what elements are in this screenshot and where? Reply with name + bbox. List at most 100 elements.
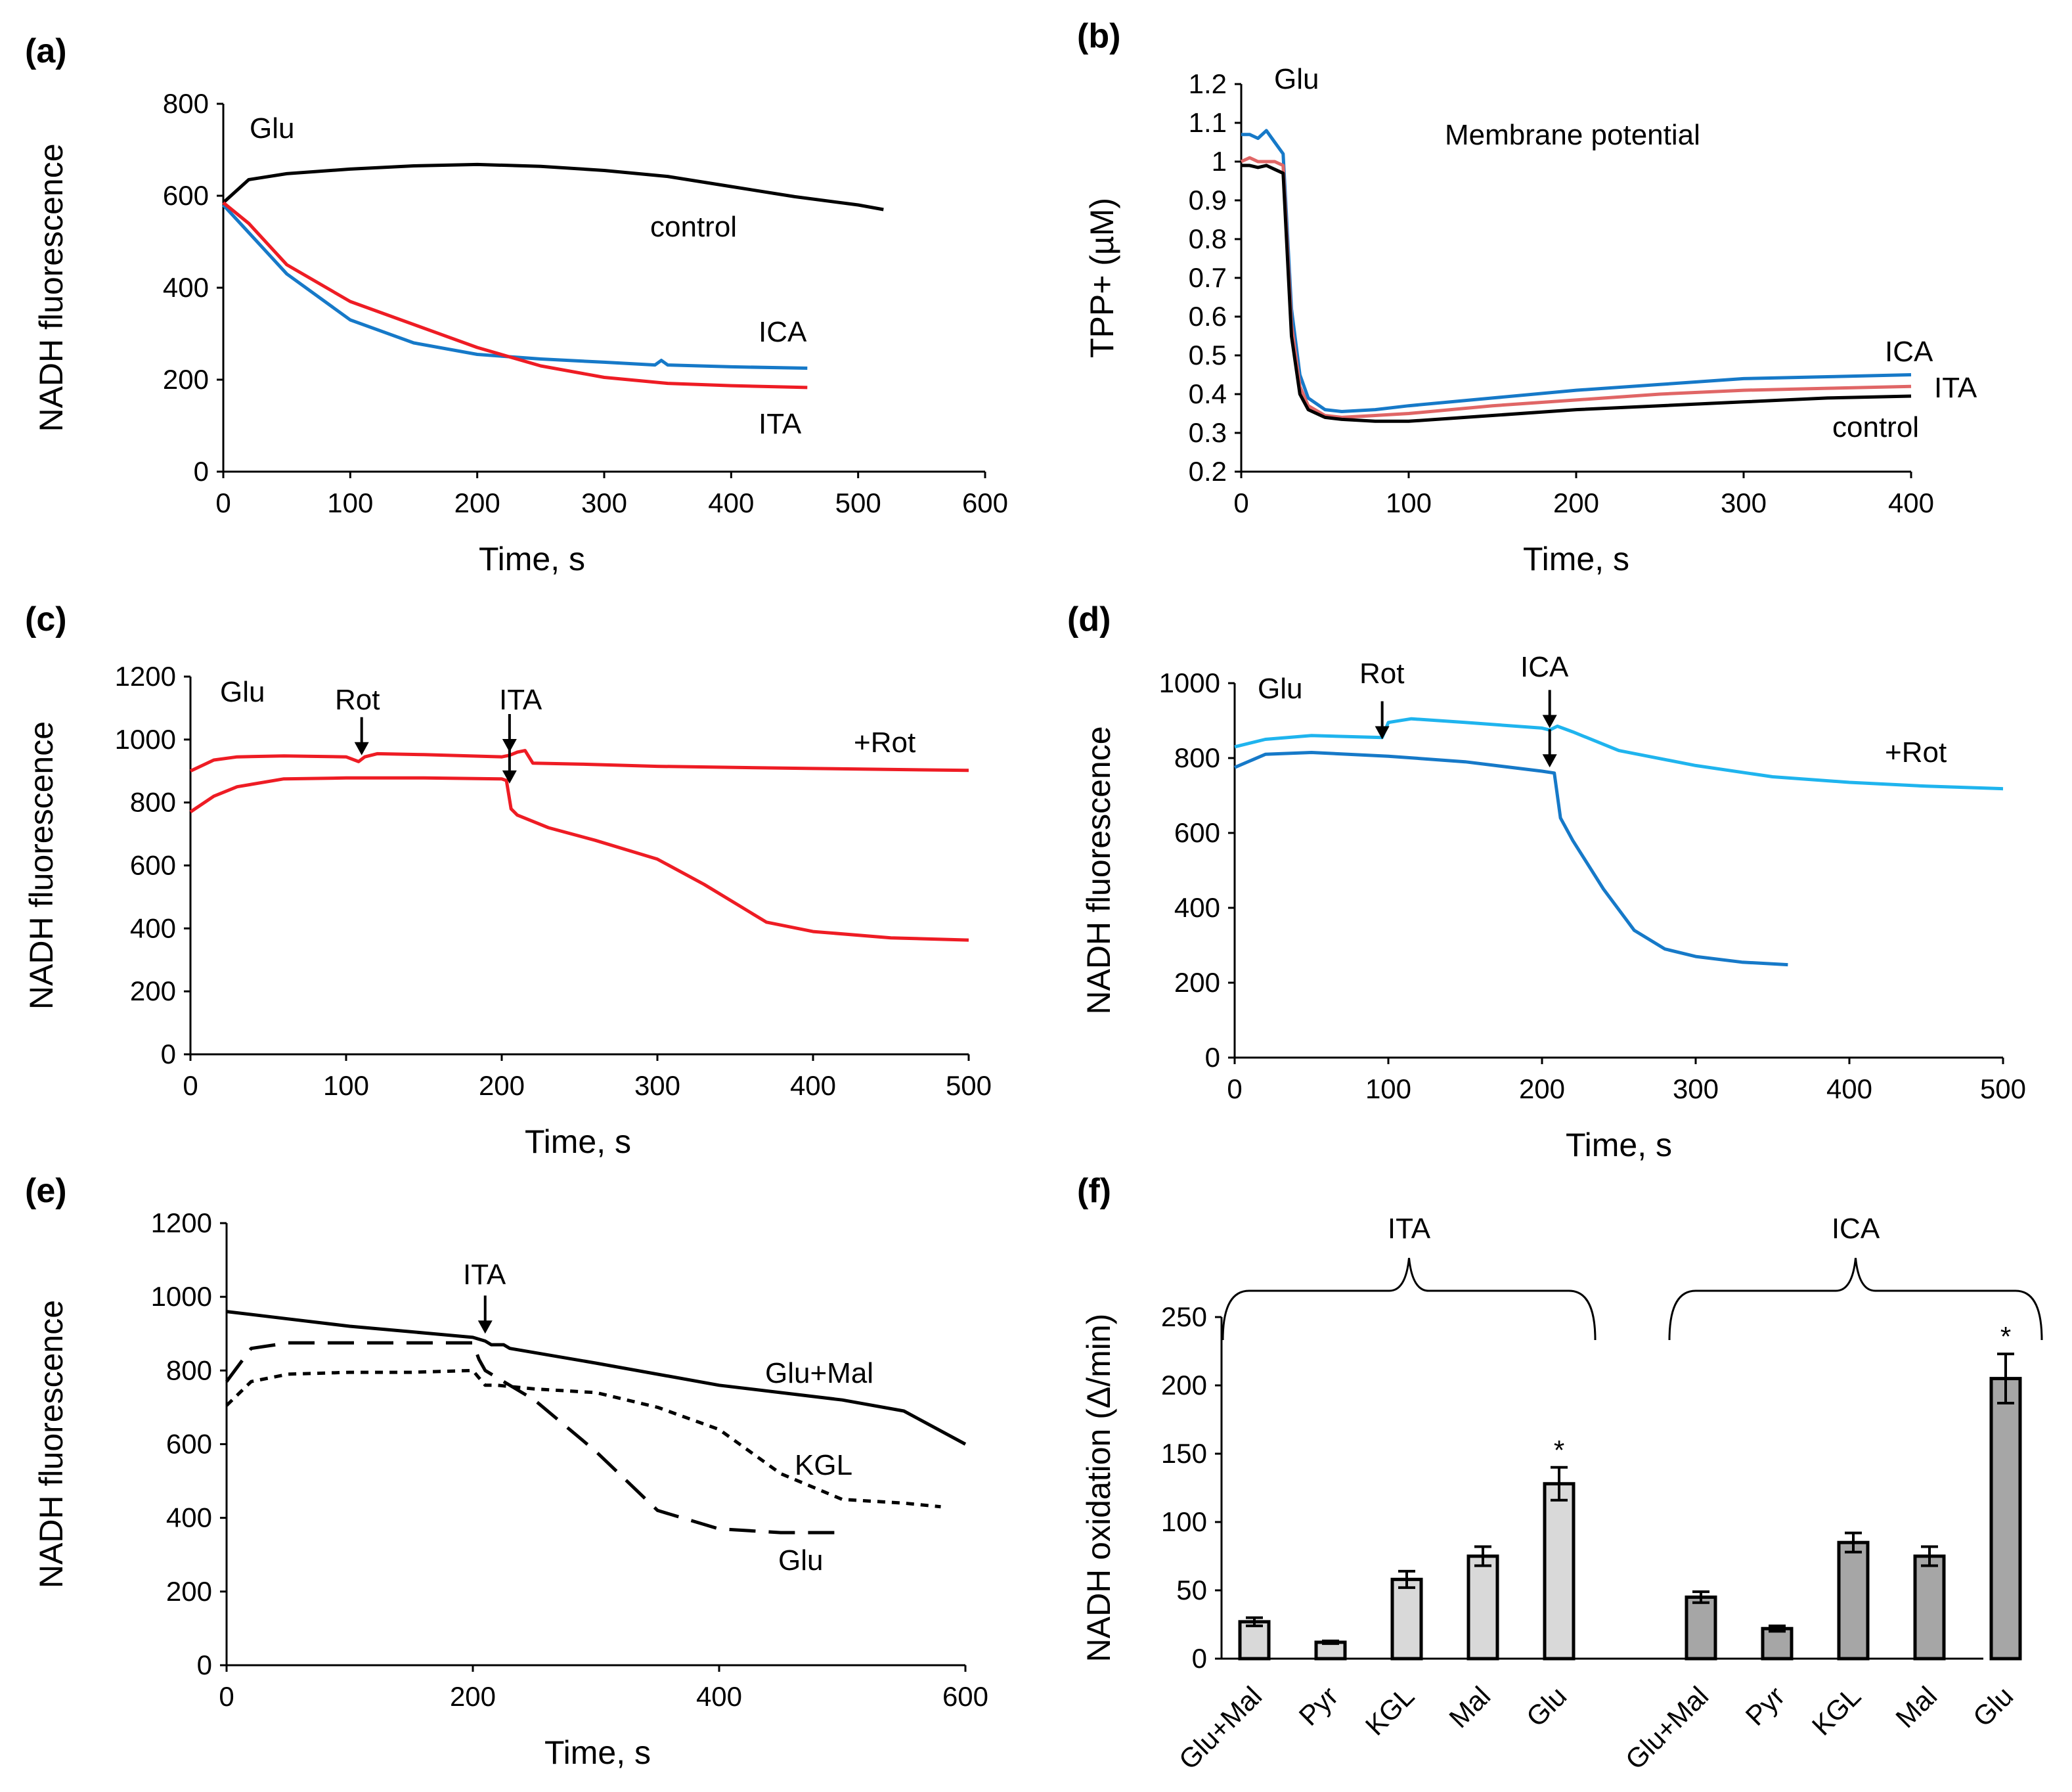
x-tick-label: 500 xyxy=(946,1070,992,1101)
x-tick-label: 400 xyxy=(1826,1073,1872,1104)
y-tick-label: 150 xyxy=(1161,1438,1207,1469)
x-axis-label: Time, s xyxy=(544,1734,651,1771)
panel-0: (a) 0 100 200 300 400 500 600 0 200 400 600 800 Time,… xyxy=(25,32,1008,577)
annotation: Glu xyxy=(220,676,265,708)
annotation: Glu xyxy=(778,1544,823,1577)
series-line-glu-ica- xyxy=(1234,751,1788,967)
y-tick-label: 400 xyxy=(166,1502,212,1533)
category-label: KGL xyxy=(1359,1680,1421,1741)
annotation: Glu xyxy=(250,112,294,145)
significance-marker: * xyxy=(2000,1321,2011,1352)
y-axis-label: NADH oxidation (Δ/min) xyxy=(1080,1314,1117,1663)
significance-marker: * xyxy=(1554,1435,1564,1466)
y-tick-label: 1000 xyxy=(115,724,176,755)
y-tick-label: 0.9 xyxy=(1189,185,1227,215)
x-tick-label: 400 xyxy=(708,487,754,518)
series-line-kgl xyxy=(225,1368,941,1509)
annotation: ICA xyxy=(1520,651,1569,683)
y-tick-label: 0 xyxy=(161,1039,176,1069)
category-label: Glu xyxy=(1520,1680,1572,1732)
y-axis-label: NADH fluorescence xyxy=(33,1300,70,1588)
annotation: Rot xyxy=(1359,658,1404,690)
y-tick-label: 0 xyxy=(194,456,209,487)
annotation: +Rot xyxy=(854,727,915,759)
x-tick-label: 100 xyxy=(327,487,373,518)
arrow-head-icon xyxy=(502,770,517,784)
category-label: KGL xyxy=(1806,1680,1867,1741)
panel-label: (a) xyxy=(25,32,67,70)
y-axis-label: NADH fluorescence xyxy=(33,143,70,432)
arrow-head-icon xyxy=(1542,754,1557,768)
x-axis-label: Time, s xyxy=(1566,1127,1672,1163)
x-tick-label: 0 xyxy=(215,487,231,518)
category-label: Pyr xyxy=(1293,1680,1344,1732)
y-tick-label: 1200 xyxy=(151,1207,212,1238)
y-tick-label: 0 xyxy=(1192,1643,1207,1674)
x-tick-label: 200 xyxy=(450,1681,496,1712)
bar xyxy=(1543,1482,1576,1661)
category-label: Pyr xyxy=(1740,1680,1791,1732)
annotation: control xyxy=(650,211,737,243)
series-line-ita xyxy=(222,201,808,390)
y-tick-label: 600 xyxy=(1174,817,1220,848)
category-label: Mal xyxy=(1889,1680,1943,1734)
annotation: ICA xyxy=(759,316,807,348)
annotation: ITA xyxy=(1934,372,1977,404)
bar xyxy=(1989,1377,2022,1661)
annotation: KGL xyxy=(795,1449,852,1481)
annotation: Rot xyxy=(335,684,380,716)
panel-1: (b) 0 100 200 300 400 0.2 0.3 0.4 0.5 0.6 0.7 0.8 0.9… xyxy=(1077,17,1977,577)
y-tick-label: 250 xyxy=(1161,1301,1207,1332)
annotation: ITA xyxy=(463,1259,506,1291)
panel-5: (f) 0 50 100 150 200 250 NADH oxidation (Δ/min)… xyxy=(1077,1172,2043,1776)
x-axis-label: Time, s xyxy=(1523,541,1629,577)
y-tick-label: 800 xyxy=(163,88,209,119)
group-label: ICA xyxy=(1832,1213,1880,1245)
x-tick-label: 100 xyxy=(1386,487,1432,518)
x-tick-label: 200 xyxy=(479,1070,525,1101)
annotation: Glu xyxy=(1258,673,1302,705)
x-tick-label: 600 xyxy=(942,1681,988,1712)
series-line-ita xyxy=(1240,156,1912,419)
bar xyxy=(1238,1620,1271,1661)
series-line-control xyxy=(1241,164,1912,423)
series-line-glu-mal xyxy=(226,1310,967,1446)
y-tick-label: 800 xyxy=(1174,742,1220,773)
x-tick-label: 500 xyxy=(1980,1073,2026,1104)
y-tick-label: 0.8 xyxy=(1189,223,1227,254)
y-tick-label: 800 xyxy=(166,1355,212,1385)
series-line-glu-ita- xyxy=(189,776,969,942)
x-tick-label: 0 xyxy=(1233,487,1248,518)
bar xyxy=(1390,1577,1423,1661)
y-tick-label: 0.3 xyxy=(1189,417,1227,448)
x-tick-label: 100 xyxy=(1365,1073,1411,1104)
x-tick-label: 300 xyxy=(1721,487,1767,518)
annotation: +Rot xyxy=(1885,736,1947,769)
series-line-control xyxy=(222,162,884,212)
y-axis-label: NADH fluorescence xyxy=(1080,726,1117,1014)
panel-label: (f) xyxy=(1077,1172,1111,1210)
x-tick-label: 200 xyxy=(1553,487,1599,518)
x-tick-label: 400 xyxy=(790,1070,836,1101)
series-line-glu xyxy=(225,1341,843,1534)
bar xyxy=(1761,1626,1794,1661)
x-tick-label: 0 xyxy=(183,1070,198,1101)
y-tick-label: 200 xyxy=(166,1576,212,1607)
x-tick-label: 300 xyxy=(1673,1073,1719,1104)
x-tick-label: 100 xyxy=(323,1070,369,1101)
y-tick-label: 200 xyxy=(1174,967,1220,998)
x-tick-label: 300 xyxy=(581,487,627,518)
annotation: ICA xyxy=(1885,336,1933,368)
y-tick-label: 1 xyxy=(1212,146,1227,177)
x-tick-label: 0 xyxy=(219,1681,234,1712)
y-axis-label: TPP+ (µM) xyxy=(1084,198,1120,358)
y-tick-label: 50 xyxy=(1176,1575,1207,1605)
panel-4: (e) 0 200 400 600 0 200 400 600 800 1000 1200 Time, … xyxy=(25,1172,988,1771)
bar xyxy=(1913,1554,1946,1661)
arrow-head-icon xyxy=(1375,726,1390,740)
x-tick-label: 200 xyxy=(454,487,500,518)
y-tick-label: 0.7 xyxy=(1189,262,1227,293)
x-axis-label: Time, s xyxy=(525,1123,631,1160)
bar xyxy=(1466,1554,1499,1661)
